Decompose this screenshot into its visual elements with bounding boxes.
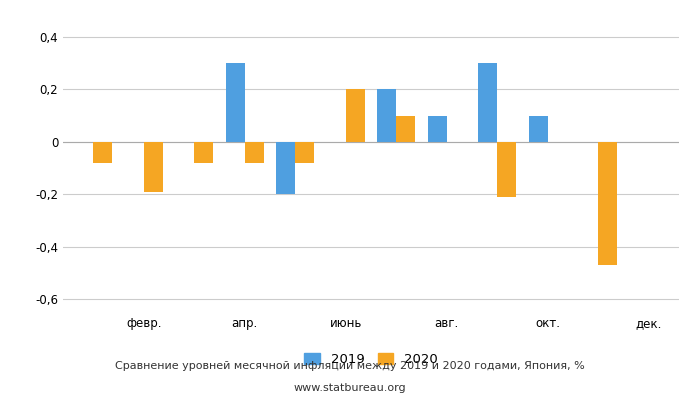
Bar — [195, 142, 214, 163]
Bar — [225, 63, 245, 142]
Bar — [528, 116, 547, 142]
Text: Сравнение уровней месячной инфляции между 2019 и 2020 годами, Япония, %: Сравнение уровней месячной инфляции межд… — [115, 361, 585, 371]
Bar — [497, 142, 517, 197]
Text: www.statbureau.org: www.statbureau.org — [294, 383, 406, 393]
Bar — [346, 90, 365, 142]
Bar — [396, 116, 415, 142]
Bar — [276, 142, 295, 194]
Legend: 2019, 2020: 2019, 2020 — [299, 347, 443, 371]
Bar — [144, 142, 163, 192]
Bar — [478, 63, 497, 142]
Bar — [93, 142, 113, 163]
Bar — [295, 142, 314, 163]
Bar — [377, 90, 396, 142]
Bar — [598, 142, 617, 265]
Bar — [245, 142, 264, 163]
Bar — [428, 116, 447, 142]
